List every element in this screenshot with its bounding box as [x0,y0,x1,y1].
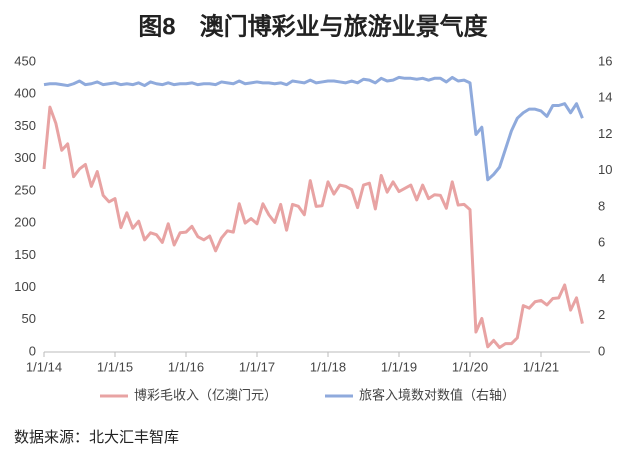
x-tick-label: 1/1/14 [26,359,62,374]
source: 数据来源：北大汇丰智库 [14,428,179,446]
y-tick-label: 200 [14,215,36,230]
y2-tick-label: 2 [598,307,605,322]
x-tick-label: 1/1/21 [523,359,559,374]
y-tick-label: 100 [14,279,36,294]
y-tick-label: 400 [14,86,36,101]
x-tick-label: 1/1/20 [452,359,488,374]
chart-title: 图8 澳门博彩业与旅游业景气度 [138,12,488,40]
y-tick-label: 300 [14,150,36,165]
y-tick-label: 350 [14,118,36,133]
x-tick-label: 1/1/19 [381,359,417,374]
x-tick-label: 1/1/17 [239,359,275,374]
y2-tick-label: 16 [598,53,612,68]
series-line [42,105,584,349]
y2-tick-label: 10 [598,162,612,177]
y2-tick-label: 12 [598,126,612,141]
x-tick-label: 1/1/16 [168,359,204,374]
x-tick-label: 1/1/18 [310,359,346,374]
y2-tick-label: 6 [598,235,605,250]
y2-tick-label: 4 [598,271,605,286]
y2-tick-label: 14 [598,90,612,105]
legend-label: 博彩毛收入（亿澳门元） [134,387,277,402]
y2-tick-label: 8 [598,198,605,213]
series-line [43,75,584,182]
legend-label: 旅客入境数对数值（右轴） [359,387,515,402]
y-tick-label: 250 [14,182,36,197]
x-tick-label: 1/1/15 [97,359,133,374]
y-tick-label: 150 [14,247,36,262]
y-tick-label: 450 [14,53,36,68]
y-tick-label: 0 [29,343,36,358]
y-tick-label: 50 [22,311,36,326]
y2-tick-label: 0 [598,343,605,358]
